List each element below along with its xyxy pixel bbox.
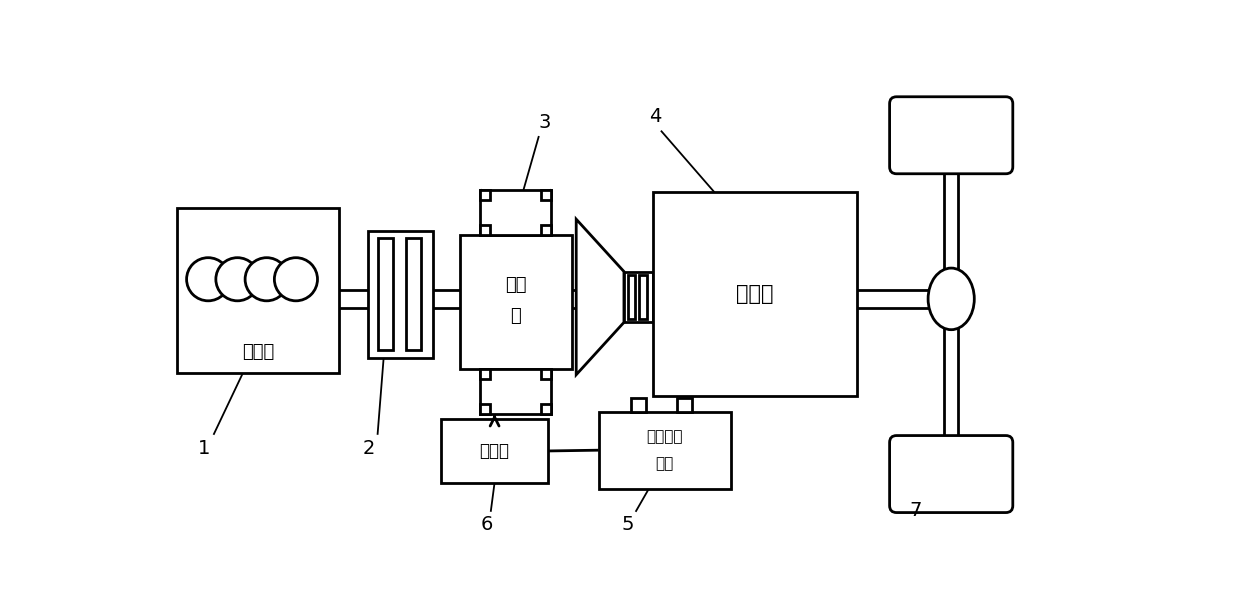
- Bar: [480, 190, 490, 200]
- Bar: [599, 412, 732, 489]
- Bar: [480, 370, 552, 414]
- Circle shape: [274, 258, 317, 301]
- Text: 6: 6: [481, 516, 494, 534]
- Text: 发动机: 发动机: [242, 343, 274, 361]
- Text: 2: 2: [363, 439, 376, 458]
- Polygon shape: [577, 219, 624, 375]
- Bar: [460, 234, 572, 370]
- Bar: [405, 239, 422, 350]
- Bar: [480, 225, 490, 234]
- Text: 机: 机: [511, 307, 521, 325]
- Bar: [677, 398, 692, 412]
- Bar: [480, 404, 490, 414]
- Circle shape: [246, 258, 288, 301]
- Circle shape: [186, 258, 229, 301]
- Bar: [541, 190, 552, 200]
- Bar: [377, 239, 393, 350]
- Bar: [367, 231, 433, 358]
- Bar: [177, 207, 339, 373]
- Bar: [541, 370, 552, 379]
- FancyBboxPatch shape: [889, 97, 1013, 174]
- Text: 3: 3: [539, 112, 552, 132]
- Circle shape: [216, 258, 259, 301]
- Bar: [480, 190, 552, 234]
- Text: 1: 1: [198, 439, 211, 458]
- Bar: [541, 404, 552, 414]
- Ellipse shape: [928, 268, 975, 330]
- Bar: [441, 419, 548, 483]
- Bar: [624, 272, 653, 322]
- Text: 电动: 电动: [505, 276, 527, 294]
- Text: 4: 4: [649, 108, 661, 126]
- Text: 高压储能: 高压储能: [646, 429, 683, 444]
- Bar: [627, 275, 635, 319]
- Text: 7: 7: [910, 501, 923, 520]
- Text: 装置: 装置: [656, 456, 673, 471]
- Bar: [653, 192, 857, 396]
- Text: 5: 5: [621, 516, 634, 534]
- Bar: [480, 370, 490, 379]
- Bar: [631, 398, 646, 412]
- FancyBboxPatch shape: [889, 436, 1013, 513]
- Text: 变速器: 变速器: [737, 284, 774, 304]
- Bar: [541, 225, 552, 234]
- Bar: [640, 275, 647, 319]
- Text: 逆变器: 逆变器: [480, 442, 510, 460]
